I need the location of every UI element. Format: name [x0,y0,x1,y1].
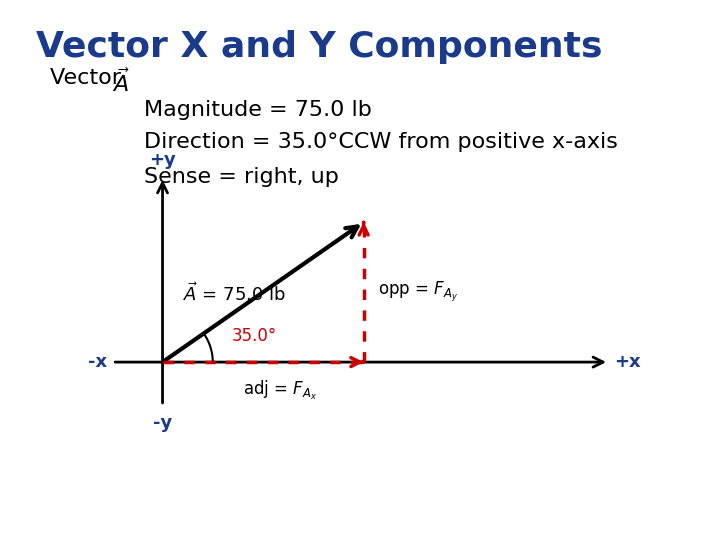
Text: +x: +x [615,353,641,371]
Text: +y: +y [149,151,176,168]
Text: $\vec{A}$ = 75.0 lb: $\vec{A}$ = 75.0 lb [183,282,286,305]
Text: Magnitude = 75.0 lb: Magnitude = 75.0 lb [144,100,372,120]
Text: Vector: Vector [50,68,129,87]
Text: Vector X and Y Components: Vector X and Y Components [36,30,603,64]
Text: -x: -x [88,353,107,371]
Text: adj = $F_{A_x}$: adj = $F_{A_x}$ [243,379,317,402]
Text: opp = $F_{A_y}$: opp = $F_{A_y}$ [377,280,458,304]
Text: Sense = right, up: Sense = right, up [144,167,339,187]
Text: $\vec{A}$: $\vec{A}$ [112,69,130,96]
Text: Direction = 35.0°CCW from positive x-axis: Direction = 35.0°CCW from positive x-axi… [144,132,618,152]
Text: -y: -y [153,414,172,432]
Text: 35.0°: 35.0° [232,327,277,345]
